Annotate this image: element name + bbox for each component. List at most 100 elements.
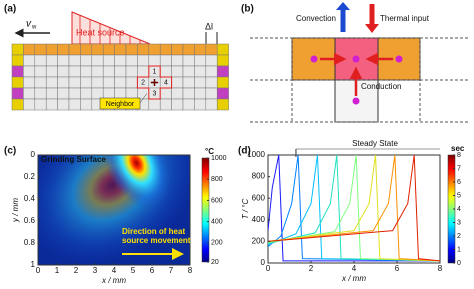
colorbar-tick-label: 20 <box>211 259 219 266</box>
grid-cell <box>45 43 58 56</box>
grid-cell <box>23 98 36 111</box>
grid-cell <box>68 76 81 89</box>
y-tick-label: 600 <box>252 193 266 202</box>
grid-cell <box>137 87 150 100</box>
input-arrow <box>365 24 379 33</box>
grid-cell <box>171 87 184 100</box>
x-axis-label: x / mm <box>101 276 126 285</box>
thermal-input-label: Thermal input <box>380 14 430 23</box>
panel-b: (b) Convection Thermal input Conduction <box>241 2 470 123</box>
grid-cell <box>57 54 70 67</box>
grid-cell <box>159 43 172 56</box>
grid-cell <box>171 54 184 67</box>
y-tick-label: 0.2 <box>24 172 36 181</box>
grid-cell <box>34 87 47 100</box>
grid-cell <box>57 43 70 56</box>
annotation: Steady State <box>352 139 398 148</box>
grid-cell <box>80 54 93 67</box>
grid-cell <box>57 87 70 100</box>
node <box>310 55 318 63</box>
x-tick-label: 2 <box>74 266 79 275</box>
grid-cell <box>80 87 93 100</box>
y-axis-label: T / °C <box>241 199 250 220</box>
neighbor-label: Neighbor <box>106 101 135 108</box>
grid-cell <box>205 43 218 56</box>
neighbor-outline <box>136 65 173 100</box>
grid-cell <box>68 43 81 56</box>
x-tick-label: 8 <box>438 264 443 273</box>
grid-cell <box>11 76 24 89</box>
grid-cell <box>216 43 229 56</box>
temperature-curve <box>268 155 440 262</box>
y-tick-label: 0 <box>261 258 266 267</box>
grid-cell <box>137 54 150 67</box>
grid-cell <box>182 54 195 67</box>
panel-c: (c) Grinding Surface 0 1 2 3 4 5 6 7 800.20.40.6… <box>4 146 227 285</box>
grid-cell <box>114 54 127 67</box>
temperature-curve <box>268 155 440 262</box>
center-cross <box>150 79 159 86</box>
node <box>352 97 360 105</box>
colorbar-label: °C <box>205 147 214 156</box>
grid-cell <box>205 54 218 67</box>
cell-number: 4 <box>164 79 168 86</box>
grid-cell <box>159 54 172 67</box>
grid-cell <box>34 54 47 67</box>
grid-cell <box>171 98 184 111</box>
grid-cell <box>68 65 81 78</box>
heatmap-title: Grinding Surface <box>41 155 106 164</box>
grid-cell <box>45 54 58 67</box>
grid-cell <box>23 43 36 56</box>
cell-number: 1 <box>153 68 157 75</box>
grid-cell <box>114 65 127 78</box>
grid-cell <box>80 43 93 56</box>
heat-spot <box>102 155 171 209</box>
x-tick-label: 8 <box>188 266 193 275</box>
node <box>352 55 360 63</box>
x-tick-label: 1 <box>55 266 60 275</box>
y-tick-label: 800 <box>252 172 266 181</box>
y-tick-label: 0 <box>31 150 36 159</box>
colorbar-tick-label: 6 <box>457 179 461 186</box>
convection-label: Convection <box>296 14 336 23</box>
grid-cell <box>125 54 138 67</box>
colorbar-tick-label: 200 <box>211 240 223 247</box>
grid-cell <box>57 65 70 78</box>
grid-cell <box>102 76 115 89</box>
annotation: source movement <box>122 236 191 245</box>
grid-cell <box>216 54 229 67</box>
grid-cell <box>159 98 172 111</box>
grid-cell <box>102 54 115 67</box>
temperature-curve <box>268 155 440 262</box>
y-tick-label: 0.4 <box>24 194 36 203</box>
grid-cell <box>216 76 229 89</box>
grid-cell <box>102 65 115 78</box>
colorbar-tick-label: 0 <box>457 260 461 267</box>
grid-cell <box>205 76 218 89</box>
grid-cell <box>45 87 58 100</box>
grid-cell <box>159 87 172 100</box>
grid-cell <box>57 98 70 111</box>
colorbar-tick-label: 1 <box>457 246 461 253</box>
grid-cell <box>125 65 138 78</box>
grid-cell <box>194 87 207 100</box>
y-tick-label: 400 <box>252 215 266 224</box>
x-tick-label: 0 <box>266 264 271 273</box>
grid-cell <box>80 65 93 78</box>
y-tick-label: 0.8 <box>24 238 36 247</box>
grid-cell <box>11 54 24 67</box>
velocity: v <box>26 19 32 30</box>
grid-cell <box>182 98 195 111</box>
grid-cell <box>23 65 36 78</box>
grid-cell <box>182 87 195 100</box>
conduction-label: Conduction <box>361 82 401 91</box>
x-tick-label: 6 <box>150 266 155 275</box>
x-tick-label: 4 <box>352 264 357 273</box>
grid-cell <box>114 43 127 56</box>
neighbor-box <box>99 97 141 110</box>
grid-cell <box>45 65 58 78</box>
grid-cell <box>91 43 104 56</box>
pointer <box>139 93 148 104</box>
grid-cell <box>216 65 229 78</box>
